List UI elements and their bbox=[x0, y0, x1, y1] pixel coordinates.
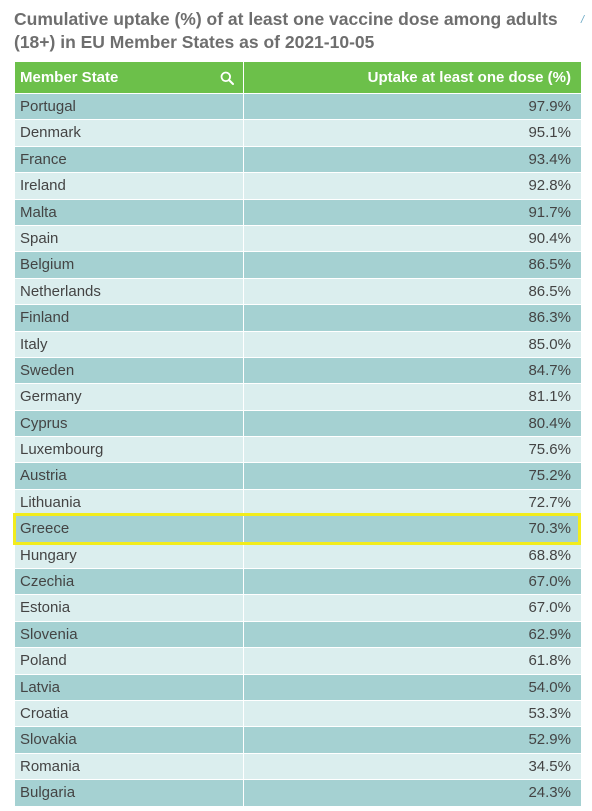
column-header-uptake-label: Uptake at least one dose (%) bbox=[367, 69, 571, 86]
cell-member-state: Belgium bbox=[15, 252, 244, 278]
search-icon[interactable] bbox=[220, 71, 234, 85]
table-row: Bulgaria 24.3% bbox=[15, 780, 581, 807]
cell-member-state: Malta bbox=[15, 199, 244, 225]
cell-member-state: Italy bbox=[15, 331, 244, 357]
uptake-table: Member State Uptake at least one dose (%… bbox=[15, 62, 581, 807]
cell-member-state: Hungary bbox=[15, 542, 244, 569]
cell-uptake-value: 67.0% bbox=[528, 573, 571, 591]
cell-member-state: Bulgaria bbox=[15, 780, 244, 806]
corner-mark: / bbox=[580, 14, 584, 26]
table-row: Cyprus 80.4% bbox=[15, 410, 581, 438]
cell-uptake-value: 24.3% bbox=[528, 784, 571, 802]
column-header-uptake[interactable]: Uptake at least one dose (%) bbox=[244, 62, 581, 101]
cell-uptake-value: 86.3% bbox=[528, 309, 571, 327]
table-row: Belgium 86.5% bbox=[15, 252, 581, 279]
table-row: Latvia 54.0% bbox=[15, 674, 581, 701]
cell-uptake-value: 54.0% bbox=[528, 678, 571, 696]
table-row: Croatia 53.3% bbox=[15, 700, 581, 728]
table-row: Sweden 84.7% bbox=[15, 357, 581, 385]
table-row: Denmark 95.1% bbox=[15, 120, 581, 147]
cell-uptake-value: 34.5% bbox=[528, 757, 571, 775]
cell-member-state: Greece bbox=[15, 516, 244, 542]
table-body: Portugal 97.9% Denmark 95.1% France 93.4% Irel… bbox=[15, 94, 581, 807]
cell-member-state: Netherlands bbox=[15, 278, 244, 305]
cell-member-state: Slovenia bbox=[15, 621, 244, 648]
chart-title-line-2: (18+) in EU Member States as of 2021-10-… bbox=[14, 32, 375, 52]
cell-member-state: Croatia bbox=[15, 700, 244, 727]
cell-member-state: Lithuania bbox=[15, 489, 244, 516]
cell-uptake-value: 81.1% bbox=[528, 388, 571, 406]
cell-member-state: Czechia bbox=[15, 569, 244, 595]
table-row: Luxembourg 75.6% bbox=[15, 437, 581, 464]
cell-uptake-value: 67.0% bbox=[528, 599, 571, 617]
table-row: Italy 85.0% bbox=[15, 331, 581, 358]
column-header-member-state[interactable]: Member State bbox=[15, 62, 244, 93]
cell-member-state: Estonia bbox=[15, 595, 244, 621]
cell-member-state: Sweden bbox=[15, 357, 244, 384]
cell-uptake-value: 70.3% bbox=[528, 520, 571, 538]
cell-uptake-value: 90.4% bbox=[528, 229, 571, 247]
cell-uptake-value: 52.9% bbox=[528, 731, 571, 749]
table-row: Germany 81.1% bbox=[15, 384, 581, 411]
cell-member-state: France bbox=[15, 146, 244, 173]
cell-uptake-value: 91.7% bbox=[528, 203, 571, 221]
table-row: Lithuania 72.7% bbox=[15, 489, 581, 517]
cell-member-state: Germany bbox=[15, 384, 244, 410]
table-row: Hungary 68.8% bbox=[15, 542, 581, 570]
table-row: Portugal 97.9% bbox=[15, 94, 581, 121]
cell-uptake-value: 62.9% bbox=[528, 625, 571, 643]
cell-uptake-value: 86.5% bbox=[528, 256, 571, 274]
cell-uptake-value: 53.3% bbox=[528, 704, 571, 722]
table-row: Slovenia 62.9% bbox=[15, 621, 581, 649]
table-row: Poland 61.8% bbox=[15, 648, 581, 675]
cell-member-state: Portugal bbox=[15, 94, 244, 120]
cell-uptake-value: 85.0% bbox=[528, 335, 571, 353]
cell-uptake-value: 80.4% bbox=[528, 414, 571, 432]
cell-uptake-value: 97.9% bbox=[528, 98, 571, 115]
cell-uptake-value: 75.6% bbox=[528, 441, 571, 459]
table-row: Estonia 67.0% bbox=[15, 595, 581, 622]
cell-member-state: Ireland bbox=[15, 173, 244, 199]
cell-uptake-value: 84.7% bbox=[528, 361, 571, 379]
chart-title-line-1: Cumulative uptake (%) of at least one va… bbox=[14, 9, 558, 29]
table-row: Malta 91.7% bbox=[15, 199, 581, 226]
table-row: Spain 90.4% bbox=[15, 225, 581, 253]
cell-member-state: Luxembourg bbox=[15, 437, 244, 463]
cell-uptake-value: 93.4% bbox=[528, 150, 571, 168]
chart-title: Cumulative uptake (%) of at least one va… bbox=[14, 8, 584, 54]
cell-member-state: Austria bbox=[15, 463, 244, 489]
table-row: Slovakia 52.9% bbox=[15, 727, 581, 754]
cell-uptake-value: 61.8% bbox=[528, 652, 571, 670]
table-row: Romania 34.5% bbox=[15, 753, 581, 781]
cell-member-state: Romania bbox=[15, 753, 244, 780]
cell-uptake-value: 95.1% bbox=[528, 124, 571, 142]
cell-member-state: Spain bbox=[15, 225, 244, 252]
table-row: Netherlands 86.5% bbox=[15, 278, 581, 306]
table-row: Finland 86.3% bbox=[15, 305, 581, 332]
cell-member-state: Poland bbox=[15, 648, 244, 674]
table-row: Czechia 67.0% bbox=[15, 569, 581, 596]
cell-member-state: Cyprus bbox=[15, 410, 244, 437]
table-row: France 93.4% bbox=[15, 146, 581, 174]
table-header: Member State Uptake at least one dose (%… bbox=[15, 62, 581, 101]
column-header-member-state-label: Member State bbox=[20, 69, 119, 86]
cell-uptake-value: 72.7% bbox=[528, 493, 571, 511]
cell-member-state: Denmark bbox=[15, 120, 244, 146]
cell-uptake-value: 86.5% bbox=[528, 282, 571, 300]
cell-member-state: Finland bbox=[15, 305, 244, 331]
table-row: Greece 70.3% bbox=[15, 516, 581, 543]
cell-uptake-value: 92.8% bbox=[528, 177, 571, 195]
cell-member-state: Slovakia bbox=[15, 727, 244, 753]
cell-uptake-value: 68.8% bbox=[528, 546, 571, 564]
table-row: Ireland 92.8% bbox=[15, 173, 581, 200]
table-row: Austria 75.2% bbox=[15, 463, 581, 490]
cell-uptake-value: 75.2% bbox=[528, 467, 571, 485]
cell-member-state: Latvia bbox=[15, 674, 244, 700]
